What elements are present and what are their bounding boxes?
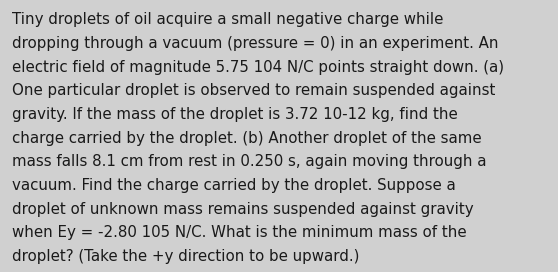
Text: Tiny droplets of oil acquire a small negative charge while: Tiny droplets of oil acquire a small neg… [12,12,444,27]
Text: droplet of unknown mass remains suspended against gravity: droplet of unknown mass remains suspende… [12,202,474,217]
Text: charge carried by the droplet. (b) Another droplet of the same: charge carried by the droplet. (b) Anoth… [12,131,482,146]
Text: One particular droplet is observed to remain suspended against: One particular droplet is observed to re… [12,83,496,98]
Text: when Ey = -2.80 105 N/C. What is the minimum mass of the: when Ey = -2.80 105 N/C. What is the min… [12,225,467,240]
Text: gravity. If the mass of the droplet is 3.72 10-12 kg, find the: gravity. If the mass of the droplet is 3… [12,107,458,122]
Text: dropping through a vacuum (pressure = 0) in an experiment. An: dropping through a vacuum (pressure = 0)… [12,36,499,51]
Text: droplet? (Take the +y direction to be upward.): droplet? (Take the +y direction to be up… [12,249,360,264]
Text: electric field of magnitude 5.75 104 N/C points straight down. (a): electric field of magnitude 5.75 104 N/C… [12,60,504,75]
Text: mass falls 8.1 cm from rest in 0.250 s, again moving through a: mass falls 8.1 cm from rest in 0.250 s, … [12,154,487,169]
Text: vacuum. Find the charge carried by the droplet. Suppose a: vacuum. Find the charge carried by the d… [12,178,456,193]
